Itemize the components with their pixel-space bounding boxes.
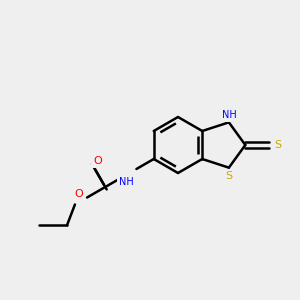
Text: NH: NH	[119, 177, 134, 187]
Text: S: S	[274, 140, 281, 150]
Text: S: S	[225, 171, 233, 181]
Text: O: O	[93, 156, 102, 167]
Text: NH: NH	[221, 110, 236, 120]
Text: O: O	[75, 189, 83, 199]
